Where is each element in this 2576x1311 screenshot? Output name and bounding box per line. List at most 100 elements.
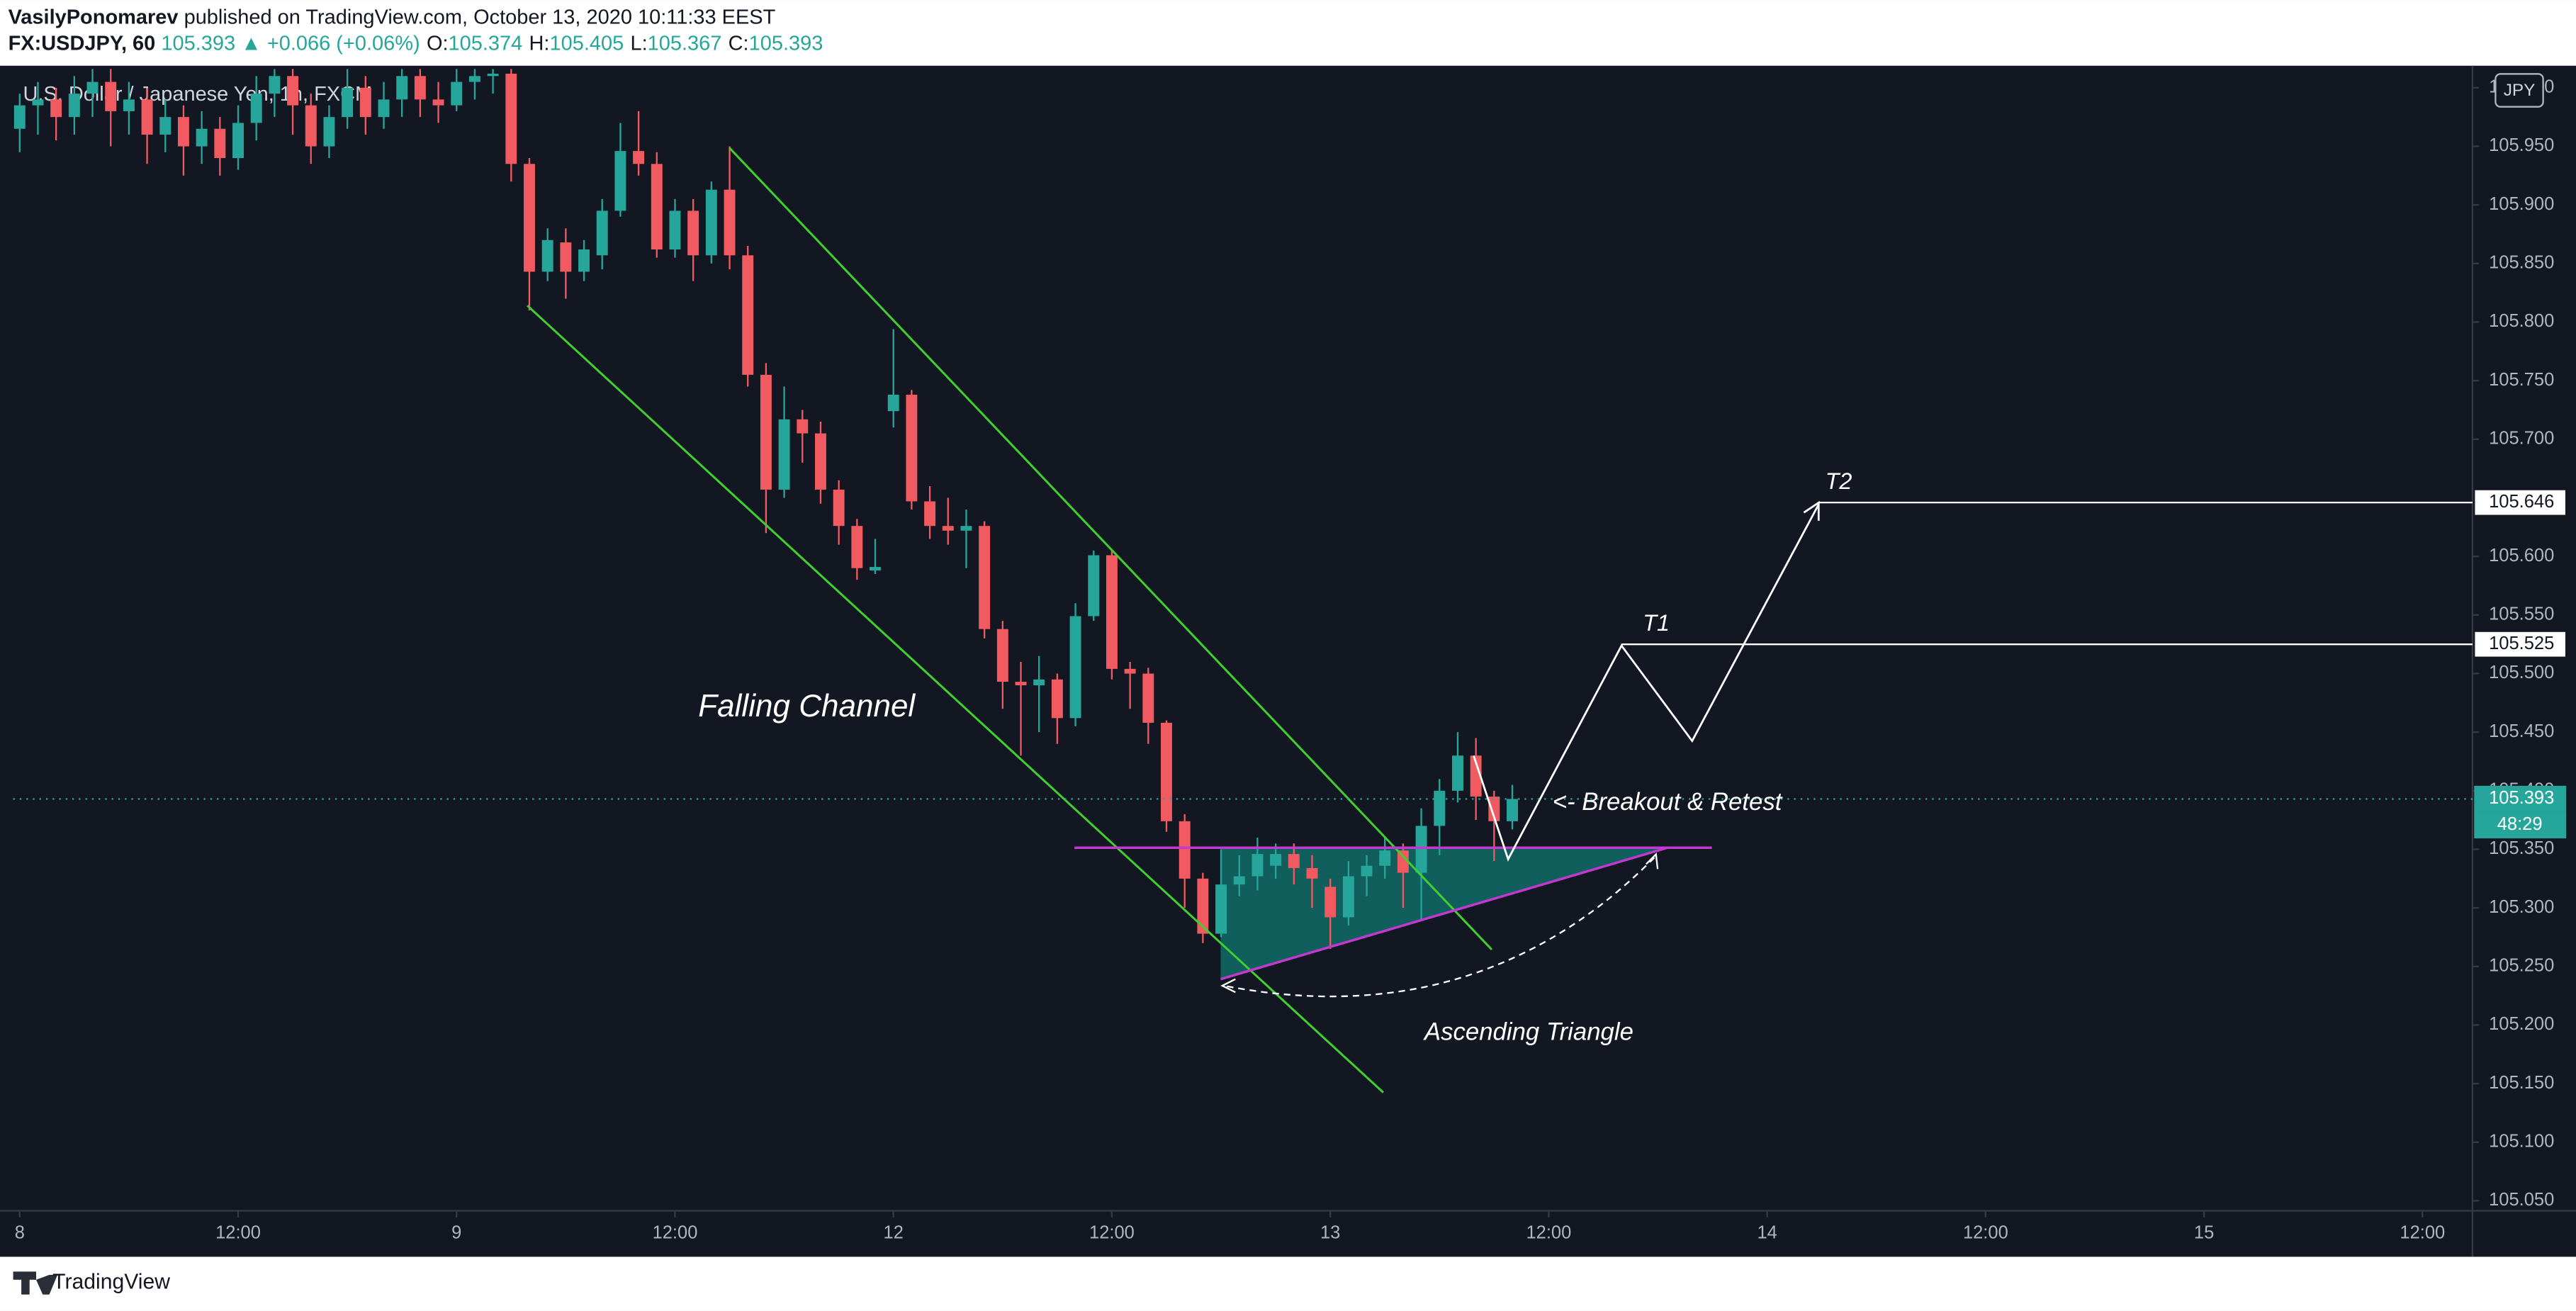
candle-body [359, 87, 371, 118]
x-tick-label: 8 [15, 1223, 25, 1243]
currency: JPY [2504, 81, 2536, 100]
countdown: 48:29 [2497, 814, 2543, 834]
candle-body [870, 567, 881, 571]
last-price-label: 105.393 [2489, 788, 2554, 808]
candle-body [1233, 876, 1245, 885]
candle-body [560, 242, 572, 272]
candle-body [724, 189, 736, 256]
candle-body [851, 526, 863, 568]
candle-body [705, 189, 717, 256]
candle-body [305, 105, 317, 147]
header-bar [0, 0, 2576, 66]
quote-value: 105.367 [648, 32, 722, 55]
candle-body [1415, 826, 1427, 873]
candle-body [1342, 876, 1354, 918]
candle-body [742, 255, 754, 375]
candle-body [942, 526, 954, 531]
candle-body [1397, 850, 1409, 873]
x-tick-label: 12:00 [1526, 1223, 1571, 1243]
candle-body [1197, 878, 1209, 934]
candle-body [1488, 797, 1500, 821]
x-tick-label: 12 [884, 1223, 904, 1243]
x-tick-label: 12:00 [215, 1223, 261, 1243]
candle-body [378, 99, 390, 118]
candle-body [269, 76, 281, 94]
candle-body [1124, 668, 1136, 674]
candle-body [1288, 854, 1300, 868]
target-name: T2 [1826, 468, 1852, 494]
x-tick-label: 13 [1320, 1223, 1340, 1243]
channel-upper [729, 147, 1493, 951]
y-tick-label: 105.450 [2489, 721, 2554, 741]
author: VasilyPonomarev [9, 6, 179, 28]
countdown-badge [2474, 811, 2567, 839]
candle-body [232, 123, 244, 159]
candle-body [86, 81, 99, 94]
candle-body [1142, 673, 1154, 723]
change: ▲ +0.066 (+0.06%) [241, 32, 420, 55]
candles [13, 69, 1518, 950]
annotation: <- Breakout & Retest [1553, 789, 1783, 816]
symbol: FX:USDJPY, 60 [9, 32, 156, 55]
candle-body [32, 99, 44, 106]
candle-body [1507, 799, 1518, 821]
candle-body [250, 94, 262, 123]
published: published on TradingView.com, October 13… [184, 6, 776, 28]
quote-label: O: [427, 32, 449, 55]
y-tick-label: 105.800 [2489, 311, 2554, 331]
candle-body [887, 395, 899, 412]
candle-body [468, 76, 480, 82]
candle-body [432, 99, 444, 106]
annotation: Falling Channel [698, 689, 916, 724]
candle-body [1069, 616, 1081, 719]
candle-body [214, 128, 226, 159]
header-line: VasilyPonomarev published on TradingView… [9, 6, 776, 28]
logo-icon [13, 1271, 58, 1295]
y-tick-label: 105.350 [2489, 838, 2554, 858]
quotes: O:105.374 H:105.405 L:105.367 C:105.393 [427, 32, 823, 55]
y-tick-label: 105.950 [2489, 135, 2554, 155]
y-tick-label: 105.900 [2489, 194, 2554, 214]
candle-body [1306, 867, 1318, 879]
target-badge [2473, 488, 2567, 517]
overlay: 105.393 48:29 T1 105.525 T2 105.646 [13, 468, 2567, 839]
target-price: 105.525 [2489, 634, 2554, 653]
candle-body [196, 128, 208, 147]
candle-body [123, 99, 135, 111]
y-tick-label: 105.600 [2489, 546, 2554, 566]
quote-label: L: [630, 32, 647, 55]
candle-body [342, 87, 354, 118]
candle-body [815, 433, 826, 490]
candle-body [960, 526, 972, 531]
candle-body [1033, 679, 1045, 686]
quote-value: 105.405 [549, 32, 624, 55]
candle-body [68, 94, 80, 118]
candle-body [833, 489, 845, 527]
candle-body [614, 151, 626, 211]
annotation: Ascending Triangle [1423, 1018, 1633, 1045]
projection-path [1473, 504, 1820, 862]
footer-bar [0, 1256, 2576, 1311]
candle-body [979, 526, 991, 629]
candle-body [1470, 755, 1482, 797]
quote-value: 105.393 [749, 32, 823, 55]
last-price-badge [2474, 785, 2567, 812]
candle-body [141, 99, 153, 135]
candle-body [1379, 850, 1391, 866]
candle-body [924, 501, 936, 527]
brand: TradingView [52, 1271, 170, 1294]
quote-label: H: [529, 32, 550, 55]
candle-body [487, 74, 499, 77]
candle-body [1270, 854, 1282, 866]
candle-body [1215, 884, 1227, 934]
candle-body [396, 76, 408, 100]
candle-body [1179, 821, 1191, 879]
candle-body [524, 164, 535, 272]
candle-body [13, 105, 26, 129]
candle-body [1161, 722, 1172, 821]
candle-body [541, 240, 553, 272]
y-tick-label: 105.300 [2489, 897, 2554, 917]
candle-body [414, 76, 426, 100]
